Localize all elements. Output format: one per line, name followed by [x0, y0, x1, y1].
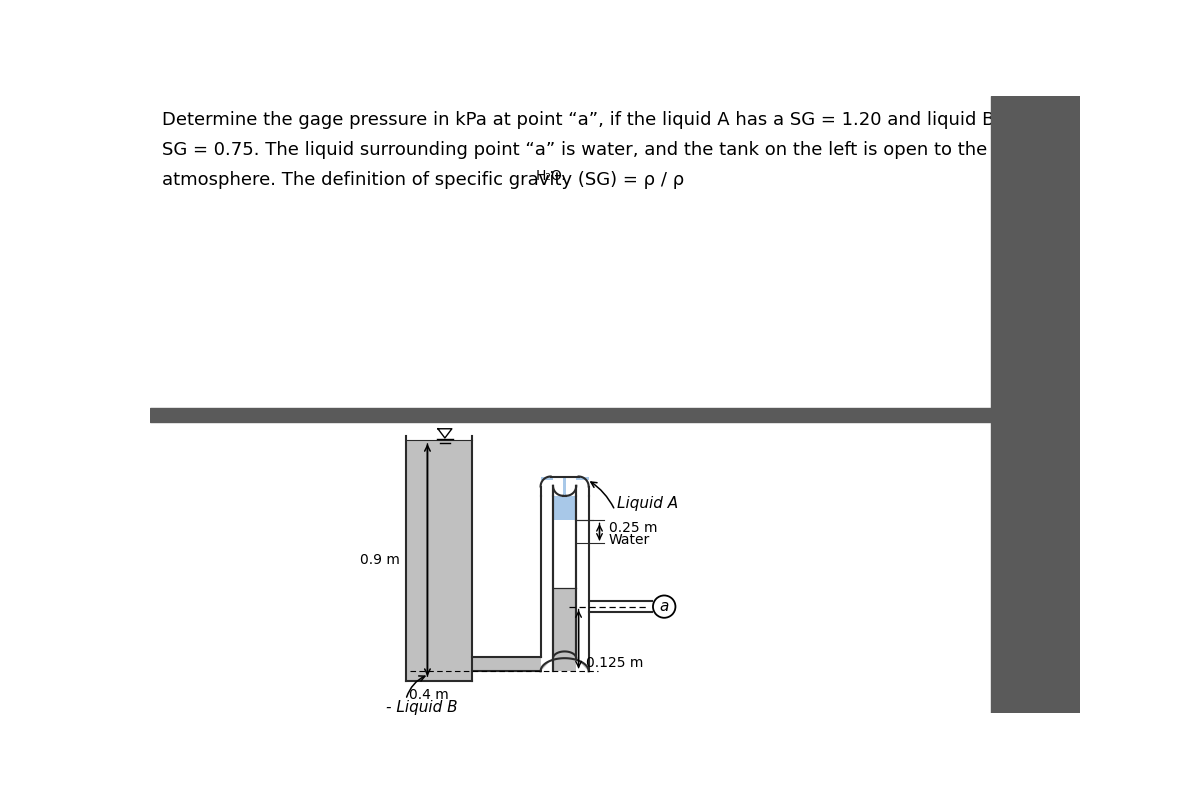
Text: Liquid A: Liquid A — [617, 496, 678, 511]
Text: - Liquid B: - Liquid B — [385, 700, 457, 715]
Text: 0.125 m: 0.125 m — [587, 656, 643, 670]
Bar — [150, 408, 991, 422]
Bar — [406, 440, 472, 681]
Text: 0.25 m: 0.25 m — [608, 521, 658, 535]
Text: 0.4 m: 0.4 m — [409, 688, 449, 702]
Text: SG = 0.75. The liquid surrounding point “a” is water, and the tank on the left i: SG = 0.75. The liquid surrounding point … — [162, 141, 986, 159]
Bar — [991, 96, 1080, 713]
Text: Water: Water — [608, 533, 650, 546]
Polygon shape — [540, 651, 589, 671]
Text: atmosphere. The definition of specific gravity (SG) = ρ / ρ: atmosphere. The definition of specific g… — [162, 171, 684, 189]
Text: Determine the gage pressure in kPa at point “a”, if the liquid A has a SG = 1.20: Determine the gage pressure in kPa at po… — [162, 111, 1032, 129]
Text: a: a — [660, 599, 668, 614]
Text: H₂O.: H₂O. — [536, 168, 566, 183]
Text: 0.9 m: 0.9 m — [360, 553, 400, 567]
